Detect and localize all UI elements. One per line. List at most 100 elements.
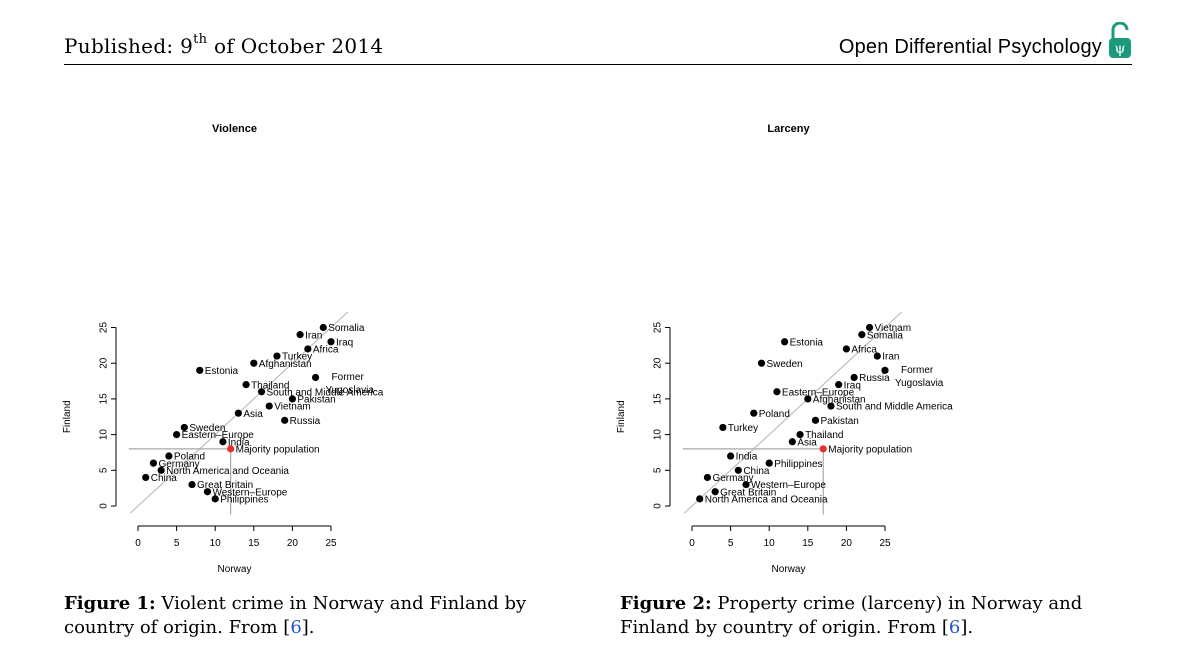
x-tick-label: 20 <box>841 538 853 549</box>
y-tick-label: 10 <box>653 429 664 441</box>
x-tick-label: 15 <box>802 538 814 549</box>
figure-1-violence-chart: Violence 0 5 10 15 20 25 Norway 0 5 10 15 20 25 Finlan… <box>52 100 612 580</box>
published-date: Published: 9th of October 2014 <box>64 32 384 58</box>
point-philippines <box>211 495 219 503</box>
y-tick-label: 0 <box>99 503 110 509</box>
point-label-eastern-europe: Eastern–Europe <box>182 430 255 441</box>
y-tick-label: 25 <box>653 322 664 334</box>
point-label-great-britain: Great Britain <box>197 480 253 491</box>
point-label-sweden: Sweden <box>766 359 802 370</box>
point-label-iraq: Iraq <box>336 337 353 348</box>
y-axis-label: Finland <box>616 400 627 433</box>
reference-link-6[interactable]: 6 <box>948 617 961 638</box>
point-label-pakistan: Pakistan <box>821 416 859 427</box>
point-label-south-and-middle-america: South and Middle America <box>267 387 384 398</box>
point-label-north-america-and-oceania: North America and Oceania <box>705 495 828 506</box>
point-china <box>734 466 742 474</box>
violence-scatter-plot: Violence 0 5 10 15 20 25 Norway 0 5 10 15 20 25 Finlan… <box>62 123 384 575</box>
point-label-great-britain: Great Britain <box>720 487 776 498</box>
point-label-afghanistan: Afghanistan <box>259 359 312 370</box>
open-access-lock-icon: ψ <box>1109 22 1131 58</box>
point-label-western-europe: Western–Europe <box>212 487 287 498</box>
point-north-america-and-oceania <box>696 495 704 503</box>
point-former-yugoslavia <box>311 373 320 382</box>
point-india <box>219 438 227 446</box>
point-china <box>142 473 150 482</box>
y-tick-label: 20 <box>653 357 664 369</box>
point-label-former-yugoslavia-line1: Former <box>901 365 934 376</box>
point-south-and-middle-america <box>257 388 266 396</box>
point-vietnam <box>265 402 273 410</box>
point-afghanistan <box>804 395 812 403</box>
point-eastern-europe <box>173 431 181 439</box>
x-tick-label: 25 <box>325 538 337 549</box>
point-iran <box>873 352 881 360</box>
point-western-europe <box>742 480 750 489</box>
point-label-russia: Russia <box>859 373 890 384</box>
y-tick-label: 20 <box>99 357 110 369</box>
point-turkey <box>719 423 727 432</box>
point-eastern-europe <box>773 388 781 396</box>
y-tick-label: 15 <box>653 393 664 405</box>
journal-name: Open Differential Psychology <box>838 36 1102 58</box>
point-thailand <box>796 431 804 439</box>
point-label-afghanistan: Afghanistan <box>813 395 866 406</box>
point-india <box>727 452 735 460</box>
point-majority-population <box>227 445 235 453</box>
point-label-vietnam: Vietnam <box>274 402 311 413</box>
x-tick-label: 10 <box>764 538 776 549</box>
x-tick-label: 20 <box>287 538 299 549</box>
diagonal-line <box>683 311 903 514</box>
x-tick-label: 25 <box>879 538 891 549</box>
y-tick-label: 15 <box>99 393 110 405</box>
point-great-britain <box>711 488 719 496</box>
chart-title: Violence <box>212 123 257 135</box>
x-tick-label: 15 <box>248 538 260 549</box>
point-label-sweden: Sweden <box>189 423 225 434</box>
point-label-india: India <box>736 452 758 463</box>
point-thailand <box>242 381 250 389</box>
point-iran <box>296 331 304 339</box>
point-label-iran: Iran <box>305 330 322 341</box>
point-label-former-yugoslavia-line1: Former <box>332 372 365 383</box>
point-former-yugoslavia <box>881 366 889 374</box>
svg-text:ψ: ψ <box>1115 41 1126 57</box>
point-label-africa: Africa <box>313 345 339 356</box>
point-label-majority-population: Majority population <box>236 445 320 456</box>
point-africa <box>842 345 850 353</box>
chart-title: Larceny <box>767 123 810 135</box>
point-russia <box>850 373 858 382</box>
y-tick-label: 5 <box>653 467 664 473</box>
point-sweden <box>757 359 766 367</box>
point-estonia <box>196 366 204 374</box>
point-label-majority-population: Majority population <box>828 445 912 456</box>
x-tick-label: 5 <box>174 538 180 549</box>
point-somalia <box>319 323 327 332</box>
y-axis-label: Finland <box>62 400 73 433</box>
x-axis-label: Norway <box>218 564 252 575</box>
point-poland <box>750 409 758 417</box>
point-germany <box>703 473 712 482</box>
point-russia <box>281 416 289 424</box>
point-label-former-yugoslavia-line2: Yugoslavia <box>326 385 375 396</box>
point-poland <box>165 452 173 460</box>
point-label-philippines: Philippines <box>774 459 822 470</box>
x-tick-label: 0 <box>689 538 695 549</box>
point-estonia <box>781 338 789 346</box>
point-label-pakistan: Pakistan <box>297 395 335 406</box>
point-pakistan <box>811 416 820 424</box>
reference-link-6[interactable]: 6 <box>290 617 302 638</box>
point-label-estonia: Estonia <box>205 366 239 377</box>
point-label-china: China <box>743 466 770 477</box>
point-south-and-middle-america <box>827 402 835 410</box>
point-label-somalia: Somalia <box>328 323 365 334</box>
point-label-asia: Asia <box>243 409 263 420</box>
point-label-thailand: Thailand <box>251 380 289 391</box>
point-afghanistan <box>250 359 258 367</box>
y-tick-label: 5 <box>99 467 110 473</box>
point-label-south-and-middle-america: South and Middle America <box>836 402 953 413</box>
point-label-poland: Poland <box>759 409 790 420</box>
point-africa <box>304 345 312 353</box>
point-label-africa: Africa <box>851 345 877 356</box>
point-germany <box>149 459 158 467</box>
